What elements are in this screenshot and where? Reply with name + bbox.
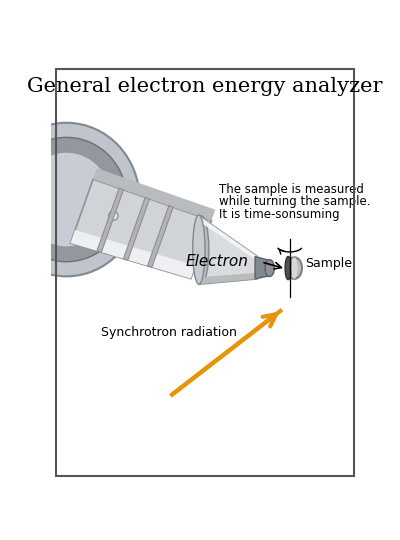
- Polygon shape: [93, 168, 215, 220]
- Polygon shape: [148, 206, 173, 267]
- Polygon shape: [199, 215, 257, 284]
- Text: Sample: Sample: [305, 257, 352, 270]
- Text: Synchrotron radiation: Synchrotron radiation: [101, 326, 237, 339]
- Ellipse shape: [265, 260, 274, 276]
- Polygon shape: [70, 230, 196, 279]
- Polygon shape: [97, 188, 124, 252]
- Text: Electron: Electron: [185, 254, 248, 268]
- Polygon shape: [70, 179, 212, 279]
- Ellipse shape: [193, 215, 205, 284]
- Text: while turning the sample.: while turning the sample.: [219, 195, 370, 208]
- Text: General electron energy analyzer: General electron energy analyzer: [27, 77, 383, 96]
- Ellipse shape: [291, 257, 297, 279]
- Ellipse shape: [6, 137, 127, 262]
- Ellipse shape: [287, 257, 302, 279]
- Ellipse shape: [285, 256, 291, 280]
- Polygon shape: [255, 256, 270, 279]
- Ellipse shape: [109, 211, 118, 220]
- Text: It is time-sonsuming: It is time-sonsuming: [219, 208, 340, 221]
- Text: The sample is measured: The sample is measured: [219, 183, 364, 196]
- Polygon shape: [199, 273, 257, 284]
- Ellipse shape: [0, 123, 140, 276]
- Polygon shape: [124, 198, 150, 260]
- Ellipse shape: [21, 152, 112, 247]
- FancyBboxPatch shape: [93, 210, 113, 222]
- Ellipse shape: [194, 215, 209, 284]
- Polygon shape: [199, 215, 257, 261]
